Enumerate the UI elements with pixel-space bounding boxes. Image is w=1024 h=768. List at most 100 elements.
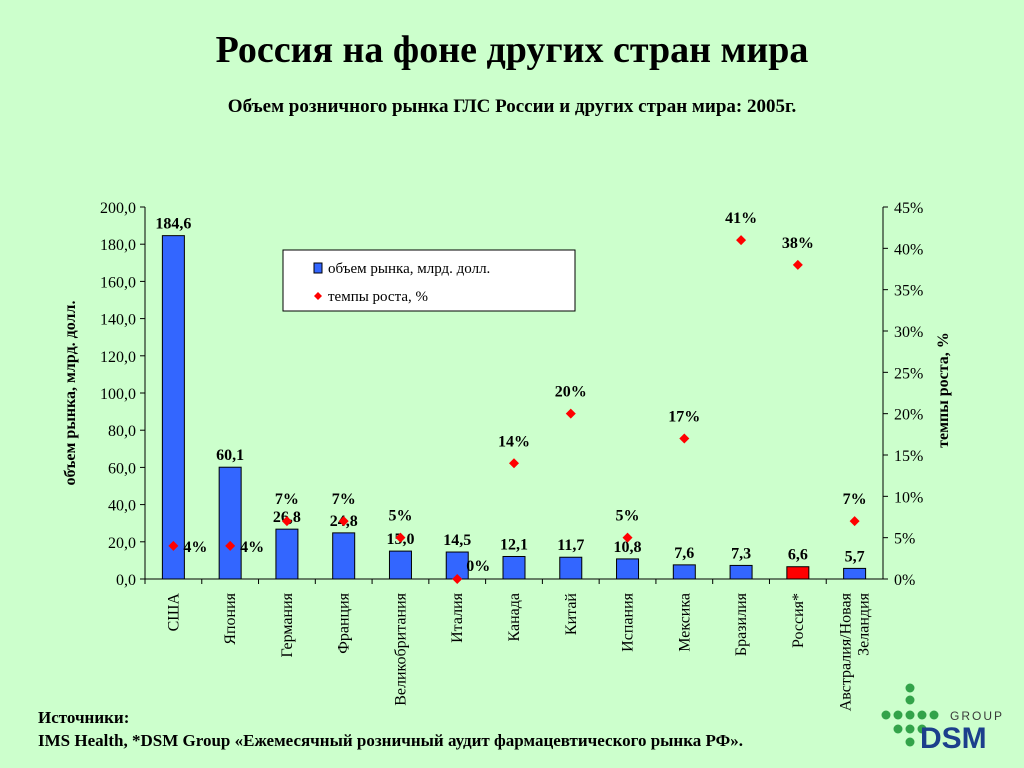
sources-block: Источники: IMS Health, *DSM Group «Ежеме… <box>38 706 743 752</box>
growth-marker <box>338 516 349 527</box>
growth-value-label: 5% <box>616 508 640 525</box>
category-label: Мексика <box>676 593 693 652</box>
bar <box>275 528 299 580</box>
growth-value-label: 38% <box>782 235 814 252</box>
bar-value-label: 7,6 <box>674 545 694 562</box>
growth-marker <box>509 458 519 469</box>
growth-marker <box>736 235 747 246</box>
right-tick-label: 40% <box>894 241 923 258</box>
category-label: Бразилия <box>733 592 750 656</box>
left-tick-label: 140,0 <box>100 312 136 329</box>
left-tick-label: 120,0 <box>100 349 136 366</box>
left-tick-label: 0,0 <box>116 572 136 589</box>
bar <box>502 555 526 580</box>
left-tick-label: 160,0 <box>100 274 136 291</box>
growth-marker <box>849 516 860 527</box>
growth-value-label: 4% <box>183 539 207 556</box>
growth-value-label: 0% <box>466 558 490 575</box>
category-label: Россия* <box>790 593 807 648</box>
growth-marker <box>622 532 633 543</box>
bar-value-label: 10,8 <box>614 539 642 556</box>
right-tick-label: 35% <box>894 283 923 300</box>
bar <box>672 564 696 580</box>
left-tick-label: 20,0 <box>108 535 136 552</box>
bar-value-label: 7,3 <box>731 545 751 562</box>
growth-marker <box>168 540 179 551</box>
chart-subtitle: Объем розничного рынка ГЛС России и друг… <box>227 96 797 117</box>
bar-value-label: 14,5 <box>443 532 471 549</box>
bar-value-label: 6,6 <box>788 547 808 564</box>
right-tick-label: 10% <box>894 489 923 506</box>
sources-label: Источники: <box>38 708 130 727</box>
right-tick-label: 45% <box>894 200 923 217</box>
category-label: Германия <box>279 592 296 657</box>
bar <box>161 235 185 580</box>
category-label: Великобритания <box>392 592 409 705</box>
category-label: США <box>165 593 182 632</box>
bar-value-label: 60,1 <box>216 447 244 464</box>
bar <box>332 532 356 580</box>
legend-box <box>282 249 576 312</box>
page-title: Россия на фоне других стран мира <box>215 29 809 71</box>
dsm-logo-mark <box>881 683 939 747</box>
bar <box>843 567 867 580</box>
growth-marker <box>225 540 236 551</box>
category-label: Япония <box>222 592 239 644</box>
sources-text: IMS Health, *DSM Group «Ежемесячный розн… <box>38 731 743 750</box>
left-tick-label: 100,0 <box>100 386 136 403</box>
growth-marker <box>395 532 406 543</box>
growth-marker <box>565 408 576 419</box>
bar <box>218 466 242 580</box>
right-tick-label: 0% <box>894 572 915 589</box>
category-label: Италия <box>449 592 466 643</box>
bar-value-label: 184,6 <box>155 216 191 233</box>
legend-marker-swatch <box>314 292 322 300</box>
right-tick-label: 20% <box>894 407 923 424</box>
bar <box>388 550 412 580</box>
left-tick-label: 60,0 <box>108 460 136 477</box>
dsm-group-logo: GROUP DSM <box>881 683 1004 755</box>
legend-marker-label: темпы роста, % <box>328 289 428 305</box>
right-tick-label: 5% <box>894 531 915 548</box>
growth-value-label: 4% <box>240 539 264 556</box>
category-label: Канада <box>506 593 523 641</box>
category-label: Франция <box>336 592 353 653</box>
legend-bar-label: объем рынка, млрд. долл. <box>328 261 490 277</box>
growth-marker <box>792 259 803 270</box>
growth-value-label: 17% <box>668 408 700 425</box>
y2-axis-title: темпы роста, % <box>935 332 952 448</box>
logo-group-text: GROUP <box>950 709 1004 723</box>
growth-marker <box>281 516 292 527</box>
bar-value-label: 12,1 <box>500 536 528 553</box>
growth-value-label: 14% <box>498 433 530 450</box>
left-tick-label: 80,0 <box>108 423 136 440</box>
bar-value-label: 11,7 <box>557 537 584 554</box>
category-label: Испания <box>620 592 637 651</box>
category-label: Австралия/Новая <box>838 592 855 711</box>
growth-value-label: 20% <box>555 384 587 401</box>
bar <box>559 556 583 580</box>
legend-bar-swatch <box>313 262 323 274</box>
left-tick-label: 180,0 <box>100 237 136 254</box>
right-tick-label: 15% <box>894 448 923 465</box>
bar <box>729 564 753 580</box>
bar <box>786 566 810 580</box>
growth-value-label: 7% <box>843 491 867 508</box>
growth-marker <box>452 574 463 584</box>
growth-value-label: 7% <box>275 491 299 508</box>
y-axis-title: объем рынка, млрд. долл. <box>62 300 79 485</box>
right-tick-label: 30% <box>894 324 923 341</box>
right-tick-label: 25% <box>894 365 923 382</box>
left-tick-label: 200,0 <box>100 200 136 217</box>
growth-value-label: 7% <box>332 491 356 508</box>
growth-value-label: 41% <box>725 210 757 227</box>
bar <box>616 558 640 580</box>
left-tick-label: 40,0 <box>108 498 136 515</box>
growth-value-label: 5% <box>388 508 412 525</box>
growth-marker <box>679 433 690 444</box>
category-label: Зеландия <box>856 592 873 655</box>
logo-dsm-text: DSM <box>920 722 987 755</box>
bar-value-label: 5,7 <box>845 548 865 565</box>
category-label: Китай <box>563 593 580 636</box>
